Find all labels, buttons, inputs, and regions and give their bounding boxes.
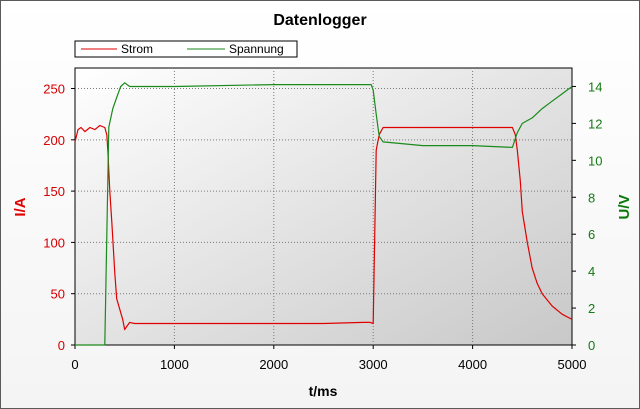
- grid-lines: [75, 68, 572, 345]
- legend: Strom Spannung: [74, 40, 298, 58]
- y-left-ticks: 0 50 100 150 200 250: [43, 82, 75, 353]
- y-left-tick-label-4: 200: [43, 133, 65, 148]
- x-axis-label: t/ms: [309, 383, 338, 399]
- y-right-tick-label-0: 0: [588, 338, 595, 353]
- series-layer: [74, 82, 573, 346]
- x-ticks: 0 1000 2000 3000 4000 5000: [71, 345, 586, 372]
- plot-area: [74, 67, 573, 346]
- x-tick-label-0: 0: [71, 357, 78, 372]
- legend-box: [74, 40, 298, 58]
- y-left-tick-label-3: 150: [43, 184, 65, 199]
- y-left-axis-label: I/A: [12, 197, 29, 216]
- x-tick-label-1: 1000: [160, 357, 189, 372]
- chart-title: Datenlogger: [273, 12, 366, 29]
- y-left-tick-label-1: 50: [51, 287, 65, 302]
- y-right-tick-label-6: 12: [588, 116, 602, 131]
- y-left-tick-label-2: 100: [43, 235, 65, 250]
- y-right-tick-label-2: 4: [588, 264, 595, 279]
- y-right-tick-label-5: 10: [588, 153, 602, 168]
- y-right-tick-label-7: 14: [588, 79, 602, 94]
- x-tick-label-3: 3000: [359, 357, 388, 372]
- y-right-tick-label-4: 8: [588, 190, 595, 205]
- x-tick-label-5: 5000: [558, 357, 587, 372]
- y-right-tick-label-1: 2: [588, 301, 595, 316]
- y-left-tick-label-5: 250: [43, 82, 65, 97]
- x-tick-label-4: 4000: [458, 357, 487, 372]
- y-right-ticks: 0 2 4 6 8 10 12 14: [572, 79, 602, 353]
- x-tick-label-2: 2000: [259, 357, 288, 372]
- y-right-axis-label: U/V: [616, 194, 633, 219]
- y-right-tick-label-3: 6: [588, 227, 595, 242]
- y-left-tick-label-0: 0: [58, 338, 65, 353]
- legend-spannung-label: Spannung: [229, 42, 284, 56]
- legend-strom-label: Strom: [121, 42, 153, 56]
- series-line-spannung: [75, 82, 573, 346]
- series-line-strom: [74, 124, 573, 331]
